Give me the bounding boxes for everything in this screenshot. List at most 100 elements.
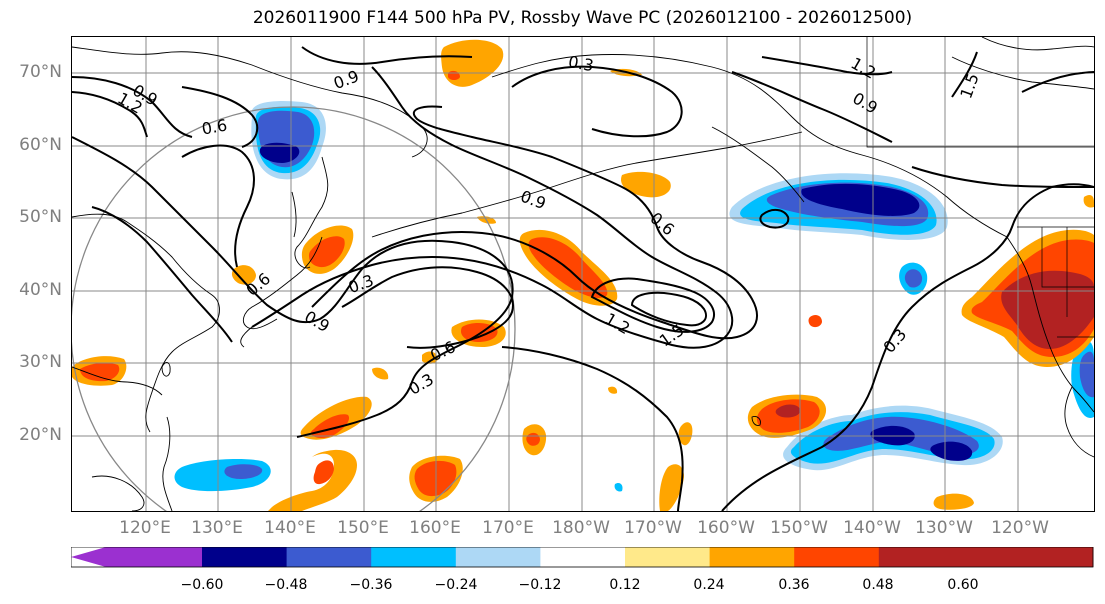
- coast-kamchatka: [294, 156, 329, 269]
- pos-fill-japan-small: [231, 265, 256, 285]
- colorbar-segment-1: [202, 547, 288, 567]
- contour-0.9-east: [1021, 71, 1094, 93]
- colorbar-tick-5: 0.12: [609, 577, 641, 593]
- neg-fill-gulf-alaska-core: [801, 183, 920, 216]
- lon-label-120e: 120°E: [119, 518, 171, 538]
- contour-0.3-arctic: [511, 65, 683, 138]
- pos-fill-us-west-darkest: [1001, 270, 1094, 349]
- pos-fill-small-22n: [678, 422, 693, 446]
- lat-label-20: 20°N: [19, 425, 62, 445]
- lon-label-160e: 160°E: [409, 518, 461, 538]
- contour-1.2: [590, 277, 715, 333]
- coast-philippines: [162, 416, 173, 511]
- lat-label-60: 60°N: [19, 135, 62, 155]
- neg-fill-south-china-dark: [224, 464, 263, 479]
- colorbar-segment-5: [540, 547, 626, 567]
- colorbar-segment-4: [455, 547, 541, 567]
- contour-0.3-eastpac: [721, 183, 1094, 511]
- contour-label-1.2-c: 1.2: [848, 53, 880, 82]
- lat-label-50: 50°N: [19, 207, 62, 227]
- pv-contours: [72, 46, 1094, 511]
- lon-label-170e: 170°E: [482, 518, 534, 538]
- colorbar-segment-0: [71, 547, 202, 567]
- contour-0.3-west: [91, 206, 233, 343]
- pos-fill-sw-20n: [268, 449, 357, 511]
- pos-fill-small-east-30n: [808, 314, 822, 328]
- pos-fill-east-tiny: [1083, 194, 1094, 208]
- coast-hawaii: [751, 416, 761, 426]
- contour-0.9-main: [251, 66, 734, 349]
- coast-japan-2: [240, 326, 253, 348]
- pos-fill-bering-north: [441, 39, 504, 87]
- colorbar-tick-7: 0.36: [778, 577, 810, 593]
- contour-0.9-arctic-east: [731, 71, 893, 143]
- contour-1.2-north: [72, 91, 148, 138]
- coast-alaska-south: [711, 126, 805, 203]
- lon-label-150w: 150°W: [770, 518, 828, 538]
- contour-label-1.2-b: 1.2: [602, 309, 634, 338]
- contour-label-0.9-b: 0.9: [301, 307, 333, 336]
- colorbar-tick-0: −0.60: [180, 577, 224, 593]
- colorbar-segment-2: [286, 547, 372, 567]
- lat-label-30: 30°N: [19, 352, 62, 372]
- pos-fill-japan-dark: [308, 236, 345, 268]
- colorbar-tick-1: −0.48: [264, 577, 308, 593]
- colorbar-segment-9: [878, 547, 1094, 567]
- contour-0.3-wave: [72, 136, 514, 438]
- lon-label-120w: 120°W: [991, 518, 1049, 538]
- contour-0.3-east: [501, 346, 684, 511]
- neg-fill-southeast-pacific-core2: [930, 441, 973, 461]
- colorbar-frame: [71, 547, 1094, 568]
- pos-fill-sw-20n-dark: [313, 460, 334, 485]
- lon-label-160w: 160°W: [697, 518, 755, 538]
- pos-fill-scatter-2: [372, 367, 389, 380]
- coast-canada-north: [951, 56, 1094, 90]
- coast-sakhalin: [291, 191, 297, 238]
- contour-0.6-main: [311, 105, 758, 340]
- contour-label-0.6-a: 0.6: [200, 115, 228, 138]
- pos-fill-alaska-small: [621, 171, 671, 198]
- contour-label-0.9-d: 0.9: [849, 88, 881, 117]
- colorbar-segment-3: [371, 547, 457, 567]
- lon-label-130w: 130°W: [915, 518, 973, 538]
- pos-fill-philippines-dark: [80, 362, 120, 382]
- colorbar-tick-4: −0.12: [518, 577, 562, 593]
- neg-fill-kamchatka-west-core: [259, 142, 300, 163]
- contour-1.5: [630, 291, 707, 327]
- colorbar-tick-2: −0.36: [349, 577, 393, 593]
- coast-taiwan: [161, 361, 171, 377]
- neg-fill-small-east-dark: [904, 269, 923, 288]
- border-us-states-1: [1041, 227, 1094, 288]
- colorbar-segment-6: [625, 547, 711, 567]
- contour-1.5-east: [951, 51, 978, 98]
- colorbar-tick-9: 0.60: [947, 577, 979, 593]
- pos-fill-small-30n: [422, 351, 438, 364]
- colorbar-segment-7: [709, 547, 795, 567]
- neg-fill-tiny: [614, 482, 623, 492]
- contour-0.6-inner: [341, 266, 514, 349]
- coast-borneo: [91, 475, 145, 511]
- lon-label-170w: 170°W: [624, 518, 682, 538]
- colorbar-segment-8: [794, 547, 880, 567]
- map-canvas: 0.3 0.3 0.3 0.3 0.6 0.6 0.6 0.6 0.9 0.9 …: [72, 37, 1094, 511]
- reference-circle: [72, 106, 516, 511]
- contour-label-1.5-b: 1.5: [956, 71, 983, 101]
- map-title: 2026011900 F144 500 hPa PV, Rossby Wave …: [252, 8, 913, 28]
- contour-0.6-east: [911, 166, 1094, 188]
- coast-mexico: [1064, 386, 1094, 458]
- colorbar-tick-8: 0.48: [862, 577, 894, 593]
- coast-alaska: [491, 54, 1008, 238]
- contour-0.6-near-gulf: [759, 209, 790, 229]
- map-panel[interactable]: 0.3 0.3 0.3 0.3 0.6 0.6 0.6 0.6 0.9 0.9 …: [71, 36, 1095, 512]
- coast-bc: [1006, 236, 1094, 413]
- contour-label-0.3-b: 0.3: [405, 369, 437, 398]
- lon-label-140e: 140°E: [264, 518, 316, 538]
- pos-fill-sw-east-dark: [414, 460, 457, 497]
- pos-fill-small-18n: [659, 464, 684, 511]
- lon-label-180w: 180°W: [552, 518, 610, 538]
- contour-0.6-north: [181, 86, 259, 148]
- contour-label-0.9-c: 0.9: [518, 187, 548, 214]
- contour-label-0.9-a: 0.9: [331, 66, 361, 93]
- lat-label-70: 70°N: [19, 62, 62, 82]
- lon-label-130e: 130°E: [191, 518, 243, 538]
